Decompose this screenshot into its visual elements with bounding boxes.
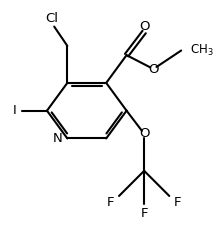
Text: O: O (139, 127, 149, 140)
Text: F: F (174, 196, 181, 209)
Text: Cl: Cl (45, 12, 58, 25)
Text: CH$_3$: CH$_3$ (191, 43, 214, 58)
Text: I: I (13, 104, 16, 117)
Text: O: O (148, 63, 159, 75)
Text: O: O (139, 20, 149, 33)
Text: F: F (140, 207, 148, 220)
Text: N: N (53, 132, 63, 145)
Text: F: F (107, 196, 115, 209)
